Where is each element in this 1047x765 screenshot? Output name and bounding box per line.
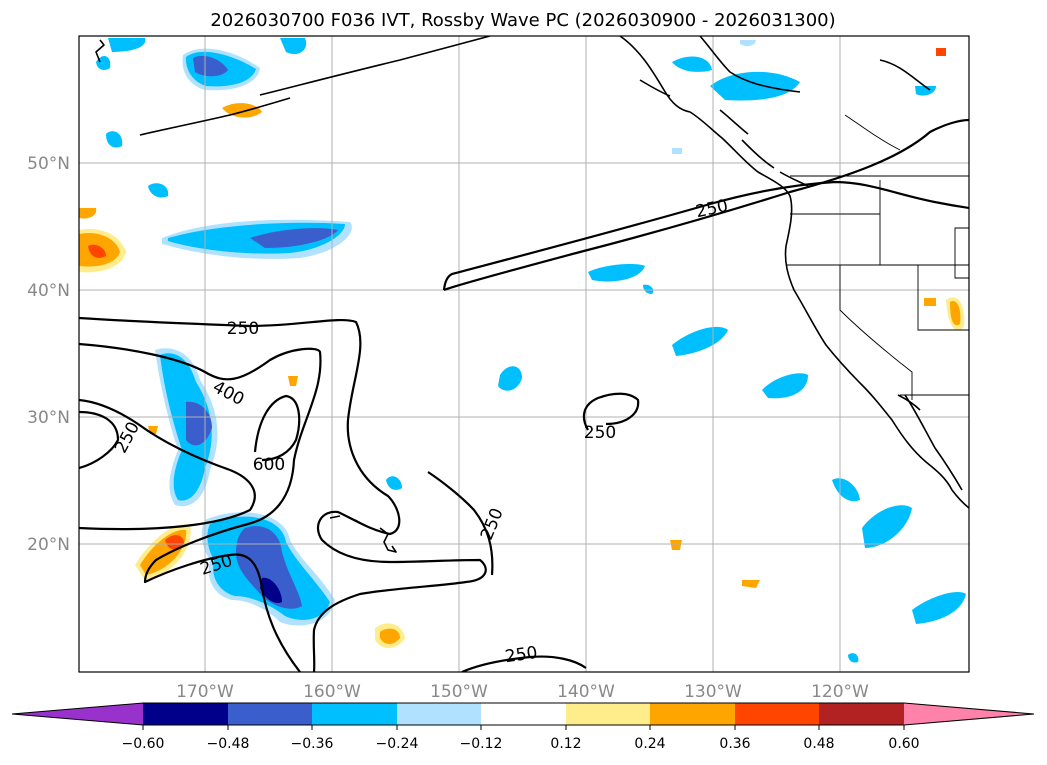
colorbar-ticks (142, 725, 905, 730)
anomaly-neg-mid (710, 71, 800, 101)
anomaly-neg-mid (862, 505, 912, 548)
anomaly-pos-mid (79, 208, 97, 219)
colorbar-segment (228, 703, 312, 725)
contour-250-sw (79, 398, 256, 531)
contour-label: 250 (504, 643, 539, 667)
contour-label: 250 (227, 319, 259, 339)
anomaly-neg-mid (643, 284, 654, 294)
anomaly-neg-mid (672, 148, 682, 154)
colorbar-segment (735, 703, 819, 725)
anomaly-pos-mid (924, 298, 936, 306)
lon-label: 120°W (811, 682, 869, 702)
colorbar-tick-label: 0.48 (803, 736, 834, 752)
contour-250-north (443, 118, 969, 292)
lat-label: 20°N (27, 535, 70, 555)
lon-label: 160°W (303, 682, 361, 702)
political-borders (786, 114, 969, 400)
contour-600 (253, 394, 301, 462)
anomaly-pos-strong (165, 535, 184, 550)
anomaly-pos-mid (670, 540, 682, 550)
lon-label: 150°W (430, 682, 488, 702)
colorbar-tick-label: 0.36 (719, 736, 750, 752)
anomaly-fills (79, 38, 966, 663)
contour-400 (79, 342, 322, 672)
lon-label: 140°W (557, 682, 615, 702)
contour-250-west (79, 316, 487, 672)
anomaly-neg-strong (193, 55, 228, 77)
anomaly-neg-mid (912, 591, 966, 624)
colorbar-segment (819, 703, 904, 725)
anomaly-neg-strong (250, 228, 338, 248)
contour-label: 600 (253, 455, 285, 475)
anomaly-neg-mid (386, 476, 402, 490)
anomaly-neg-mid (280, 38, 307, 55)
anomaly-neg-mid (108, 38, 146, 52)
contour-label: 250 (584, 423, 616, 443)
anomaly-pos-mid (742, 580, 760, 588)
anomaly-neg-mid (588, 264, 645, 282)
lat-label: 30°N (27, 408, 70, 428)
anomaly-neg-mid (848, 653, 859, 663)
lat-label: 40°N (27, 281, 70, 301)
colorbar-tick-label: −0.36 (291, 736, 334, 752)
contour-250-north (442, 180, 969, 291)
colorbar-tick-label: −0.48 (207, 736, 250, 752)
colorbar-tick-label: 0.24 (634, 736, 665, 752)
colorbar-segment (397, 703, 481, 725)
colorbar-segment (650, 703, 735, 725)
colorbar-extend-low (12, 703, 143, 725)
anomaly-neg-mid (915, 86, 936, 96)
anomaly-pos-mid (936, 48, 946, 56)
colorbar-segment (566, 703, 650, 725)
anomaly-neg-max (260, 577, 282, 604)
anomaly-pos-strong (88, 244, 106, 258)
anomaly-pos-mid (380, 628, 400, 644)
lon-label: 130°W (684, 682, 742, 702)
anomaly-neg-mid (106, 131, 123, 148)
colorbar-segment (143, 703, 228, 725)
colorbar-tick-label: 0.60 (888, 736, 919, 752)
graticule (79, 36, 969, 672)
contour-250-south (461, 655, 587, 672)
colorbar-tick-label: 0.12 (550, 736, 581, 752)
anomaly-neg-mid (672, 326, 728, 356)
ivt-contours (79, 118, 969, 672)
colorbar-tick-label: −0.24 (376, 736, 419, 752)
map-frame (78, 35, 970, 673)
colorbar-segment (312, 703, 397, 725)
map-title: 2026030700 F036 IVT, Rossby Wave PC (202… (210, 10, 835, 31)
anomaly-neg-mid (160, 353, 212, 501)
colorbar-tick-label: −0.60 (122, 736, 165, 752)
colorbar-segment (481, 703, 566, 725)
anomaly-pos-mid (288, 376, 298, 386)
anomaly-neg-mid (740, 40, 756, 47)
contour-250-west (427, 471, 494, 576)
contour-250-sw-inner (79, 410, 120, 470)
anomaly-neg-mid (148, 183, 169, 198)
lat-label: 50°N (27, 154, 70, 174)
anomaly-neg-mid (762, 373, 808, 399)
anomaly-neg-strong (236, 526, 302, 609)
anomaly-pos-mid (950, 300, 961, 326)
anomaly-neg-mid (672, 56, 712, 72)
colorbar-extend-high (904, 703, 1034, 725)
colorbar-tick-label: −0.12 (460, 736, 503, 752)
map-panel: 250 250 400 250 600 250 250 250 250 (79, 36, 969, 672)
colorbar: −0.60 −0.48 −0.36 −0.24 −0.12 0.12 0.24 … (11, 702, 1035, 752)
latitude-labels: 50°N 40°N 30°N 20°N (27, 154, 70, 555)
anomaly-neg-mid (498, 366, 522, 391)
contour-250-center (582, 392, 640, 431)
anomaly-neg-mid (832, 478, 860, 502)
lon-label: 170°W (176, 682, 234, 702)
longitude-labels: 170°W 160°W 150°W 140°W 130°W 120°W (176, 682, 869, 702)
